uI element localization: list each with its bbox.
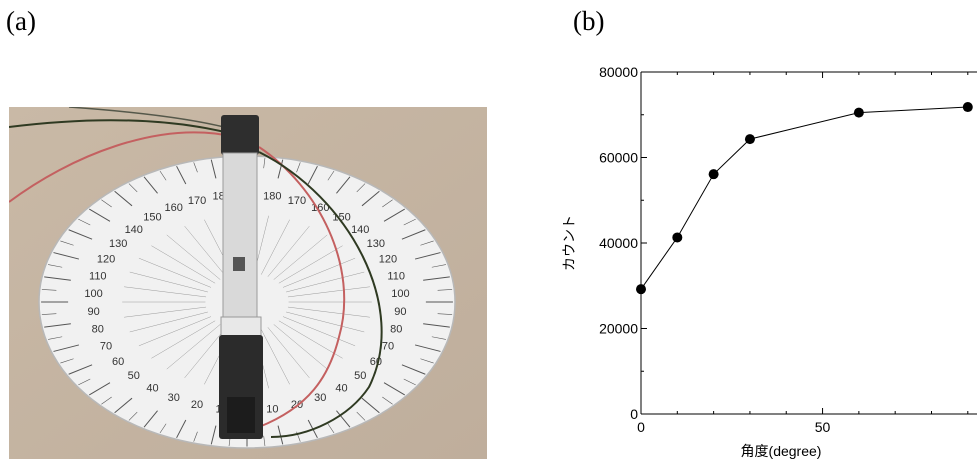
protractor-number: 110 [89, 270, 107, 282]
x-tick-label: 50 [815, 419, 831, 435]
protractor-number: 140 [351, 224, 369, 236]
y-tick-label: 80000 [599, 64, 638, 80]
protractor-number: 150 [143, 212, 161, 224]
protractor-number: 130 [109, 238, 127, 250]
data-point [745, 134, 755, 144]
panel-label-b: (b) [573, 6, 604, 37]
protractor-number: 60 [370, 356, 382, 368]
protractor-number: 80 [92, 324, 104, 336]
data-point [709, 169, 719, 179]
protractor-number: 100 [84, 288, 102, 300]
protractor-number: 170 [288, 195, 306, 207]
protractor-number: 70 [100, 340, 112, 352]
series-line [641, 107, 968, 289]
protractor-number: 90 [87, 306, 99, 318]
protractor-number: 170 [188, 195, 206, 207]
protractor-number: 20 [191, 399, 203, 411]
y-tick-label: 20000 [599, 321, 638, 337]
detector-bottom-block [227, 397, 255, 433]
detector-photo: 1010202030304040505060607070808090901001… [9, 107, 487, 459]
data-point [854, 108, 864, 118]
detector-top-cap [221, 115, 259, 155]
protractor-number: 80 [390, 324, 402, 336]
y-axis-label: カウント [561, 215, 577, 271]
protractor-number: 30 [168, 392, 180, 404]
x-tick-label: 0 [637, 419, 645, 435]
protractor-number: 140 [125, 224, 143, 236]
protractor-number: 120 [379, 254, 397, 266]
detector-body [223, 153, 257, 323]
protractor-number: 110 [387, 270, 405, 282]
protractor-number: 60 [112, 356, 124, 368]
detector-lower-band [221, 317, 261, 337]
protractor-number: 70 [382, 340, 394, 352]
detector-label [233, 257, 245, 271]
y-tick-label: 40000 [599, 235, 638, 251]
protractor-number: 120 [97, 254, 115, 266]
protractor-number: 100 [391, 288, 409, 300]
data-point [672, 232, 682, 242]
protractor-number: 130 [367, 238, 385, 250]
protractor-number: 40 [335, 382, 347, 394]
protractor-number: 50 [354, 370, 366, 382]
data-point [963, 102, 973, 112]
data-point [636, 284, 646, 294]
x-axis-label: 角度(degree) [741, 443, 822, 459]
protractor-number: 90 [394, 306, 406, 318]
protractor-number: 180 [263, 190, 281, 202]
panel-label-a: (a) [6, 6, 36, 37]
protractor-number: 160 [165, 202, 183, 214]
protractor-number: 50 [128, 370, 140, 382]
protractor-number: 10 [266, 404, 278, 416]
protractor-number: 30 [314, 392, 326, 404]
protractor-number: 40 [146, 382, 158, 394]
y-tick-label: 60000 [599, 150, 638, 166]
